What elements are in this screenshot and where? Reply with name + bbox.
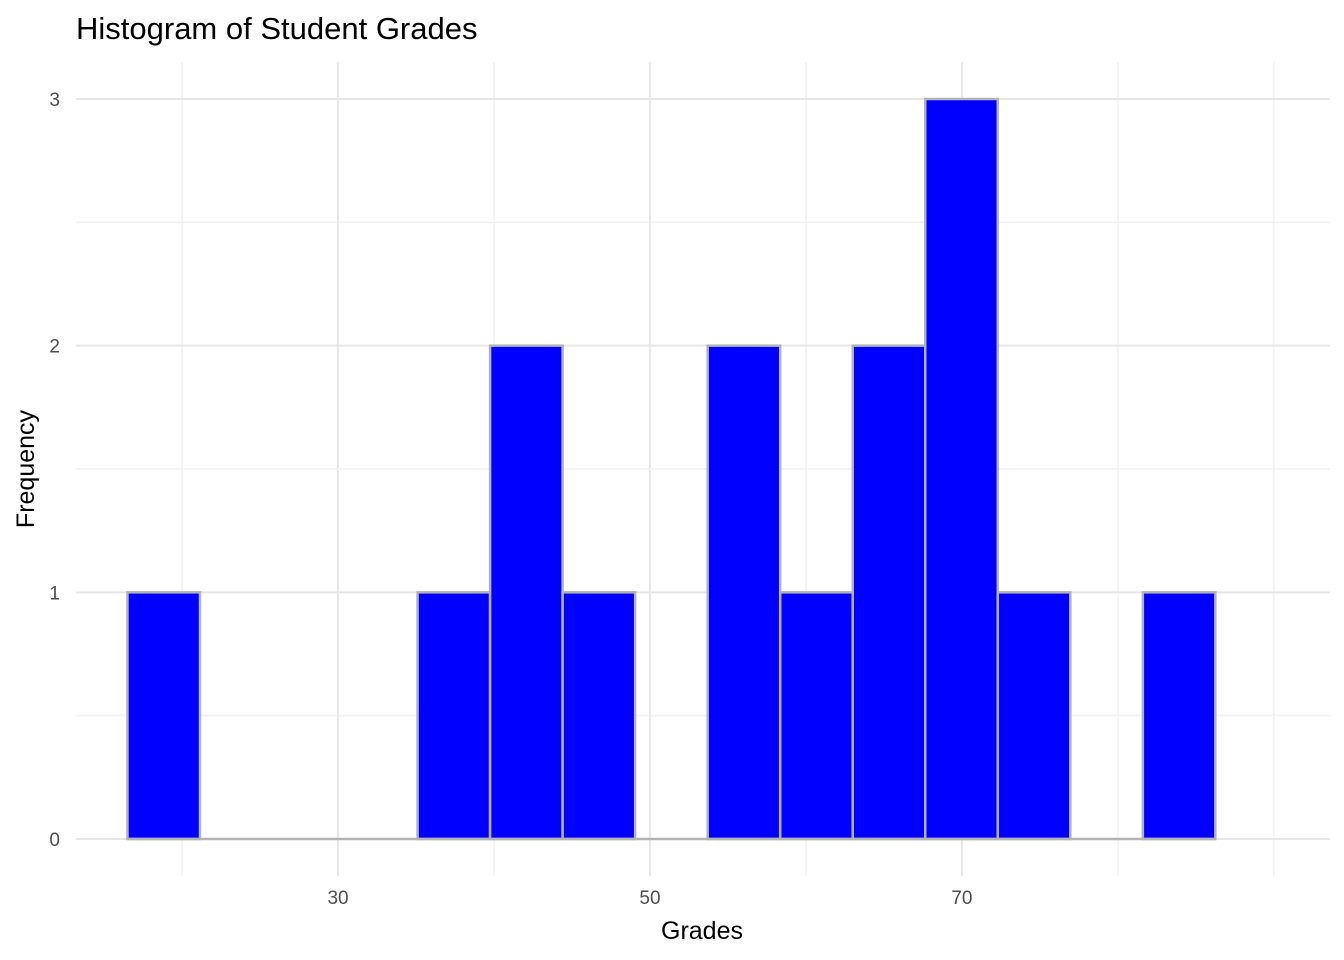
histogram-bar xyxy=(488,344,564,841)
bars xyxy=(126,97,1217,841)
x-axis-title: Grades xyxy=(661,917,743,945)
y-tick-label: 2 xyxy=(49,337,60,358)
histogram-bar xyxy=(561,591,637,841)
histogram-bar xyxy=(126,591,202,841)
histogram-bar xyxy=(416,591,492,841)
y-tick-label: 3 xyxy=(49,90,60,111)
histogram-bar xyxy=(778,591,854,841)
histogram-bar xyxy=(851,344,927,841)
y-axis-ticks: 0 1 2 3 xyxy=(49,90,60,851)
y-tick-label: 1 xyxy=(49,583,60,604)
histogram-bar xyxy=(706,344,782,841)
y-tick-label: 0 xyxy=(49,830,60,851)
x-tick-label: 50 xyxy=(639,888,660,909)
x-axis-ticks: 30 50 70 xyxy=(327,888,972,909)
histogram-bar xyxy=(924,97,1000,841)
chart-title: Histogram of Student Grades xyxy=(76,11,477,46)
x-tick-label: 30 xyxy=(327,888,348,909)
x-tick-label: 70 xyxy=(951,888,972,909)
histogram-bar xyxy=(1141,591,1217,841)
histogram-bar xyxy=(996,591,1072,841)
y-axis-title: Frequency xyxy=(12,409,40,528)
